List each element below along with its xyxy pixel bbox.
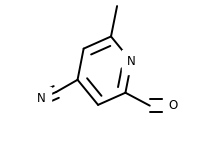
Text: N: N <box>36 92 45 105</box>
Text: O: O <box>169 99 178 112</box>
Text: N: N <box>127 55 136 68</box>
